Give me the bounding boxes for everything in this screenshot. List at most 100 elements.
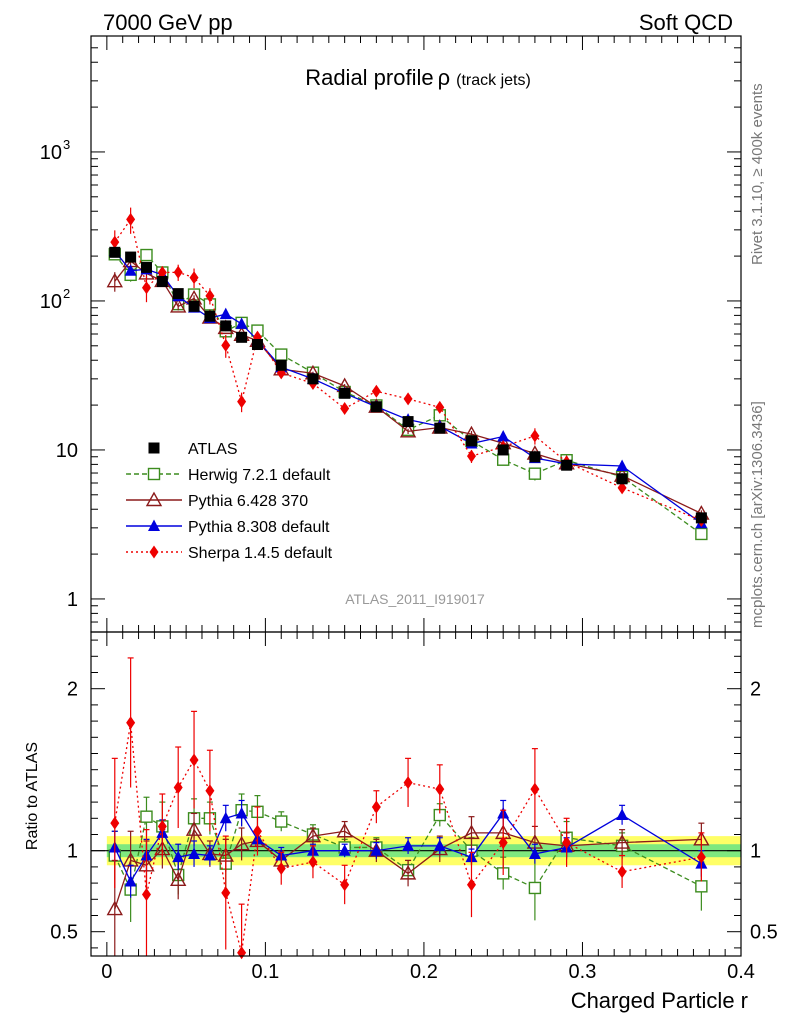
header-left: 7000 GeV pp xyxy=(103,10,233,35)
series-3-ratio-point xyxy=(530,782,540,796)
series-2-ratio-point xyxy=(528,847,541,859)
series-3-ratio-point xyxy=(466,878,476,892)
series-1-main-point xyxy=(106,272,123,288)
series-1-ratio-point xyxy=(185,821,203,836)
chart-title-main: Radial profile xyxy=(305,65,433,90)
ratio-panel-frame xyxy=(90,631,742,957)
atlas-point xyxy=(188,300,200,312)
atlas-point xyxy=(251,339,263,351)
series-3-ratio-point xyxy=(237,946,247,960)
series-3-ratio-point xyxy=(173,781,183,795)
y-tick-exponent: 3 xyxy=(63,137,70,152)
ratio-tick-label-left: 2 xyxy=(67,679,78,701)
legend-series-marker xyxy=(147,467,161,481)
atlas-point xyxy=(236,331,248,343)
series-2-ratio-point xyxy=(433,839,446,851)
ratio-tick-label-right: 0.5 xyxy=(750,922,778,944)
legend-atlas-label: ATLAS xyxy=(188,441,238,458)
series-0-main-point xyxy=(140,248,153,262)
series-3-main-point xyxy=(189,271,199,285)
series-layer xyxy=(106,207,710,960)
chart-title-suffix: (track jets) xyxy=(456,72,531,89)
y-tick-label: 1 xyxy=(67,589,78,611)
series-3-main-point xyxy=(530,429,540,443)
series-3-main-point xyxy=(205,289,215,303)
legend-series-marker xyxy=(149,545,159,559)
legend-series-label: Pythia 6.428 370 xyxy=(188,493,308,510)
series-1-ratio-point xyxy=(304,827,322,843)
main-panel-frame xyxy=(90,35,742,633)
atlas-point xyxy=(529,451,541,463)
series-3-ratio-point xyxy=(340,878,350,892)
series-1-main-point xyxy=(399,422,417,438)
series-2-ratio-point xyxy=(402,839,415,851)
legend-series-label: Herwig 7.2.1 default xyxy=(188,467,331,484)
atlas-point xyxy=(434,422,446,434)
series-1-ratio-point xyxy=(106,900,123,916)
legend-atlas-marker xyxy=(148,442,160,454)
series-2-ratio-line xyxy=(114,812,702,883)
series-3-ratio-point xyxy=(141,887,151,901)
series-3-ratio-point xyxy=(562,836,572,850)
series-3-ratio-point xyxy=(221,886,231,900)
series-1-main-point xyxy=(170,298,187,313)
legend: ATLAS Herwig 7.2.1 default Pythia 6.428 37… xyxy=(126,441,333,562)
ratio-y-label: Ratio to ATLAS xyxy=(24,742,41,850)
atlas-point xyxy=(275,359,287,371)
ratio-tick-label-left: 1 xyxy=(67,841,78,863)
y-tick-label: 10 xyxy=(40,291,62,313)
atlas-point xyxy=(561,459,573,471)
x-axis-label: Charged Particle r xyxy=(571,988,748,1013)
series-0-ratio-point xyxy=(275,815,288,828)
y-tick-exponent: 2 xyxy=(63,286,70,301)
atlas-point xyxy=(695,512,707,524)
series-3-ratio-point xyxy=(435,782,445,796)
atlas-point xyxy=(307,373,319,385)
ratio-tick-label-left: 0.5 xyxy=(50,922,78,944)
series-3-ratio-point xyxy=(157,819,167,833)
series-3-ratio-point xyxy=(276,862,286,876)
series-3-ratio-point xyxy=(252,824,262,838)
atlas-point xyxy=(402,416,414,428)
series-3-main-point xyxy=(340,402,350,416)
series-2-main-line xyxy=(114,250,702,524)
series-3-main-point xyxy=(126,212,136,226)
series-1-ratio-point xyxy=(399,864,417,880)
series-1-ratio-point xyxy=(613,834,631,849)
series-3-ratio-point xyxy=(308,855,318,869)
series-0-ratio-line xyxy=(114,809,702,892)
atlas-point xyxy=(140,261,152,273)
series-2-ratio-point xyxy=(235,806,248,819)
atlas-point xyxy=(497,444,509,456)
atlas-point xyxy=(370,401,382,413)
series-3-ratio-point xyxy=(110,816,120,830)
atlas-point xyxy=(220,320,232,332)
series-0-main-line xyxy=(114,253,702,535)
x-tick-label: 0.2 xyxy=(410,961,438,983)
series-3-main-point xyxy=(141,281,151,295)
series-3-main-point xyxy=(403,392,413,406)
series-3-main-point xyxy=(371,384,381,398)
y-tick-label: 10 xyxy=(40,142,62,164)
series-1-ratio-point xyxy=(336,822,353,838)
atlas-point xyxy=(616,473,628,485)
atlas-point xyxy=(125,251,137,263)
series-2-main-point xyxy=(235,317,248,329)
series-2-main-point xyxy=(219,307,232,320)
series-0-ratio-point xyxy=(528,881,542,895)
atlas-point xyxy=(109,246,121,258)
atlas-point xyxy=(156,276,168,288)
y-tick-label: 10 xyxy=(56,440,78,462)
series-3-ratio-line xyxy=(114,722,702,953)
atlas-point xyxy=(172,288,184,300)
rivet-label: Rivet 3.1.10, ≥ 400k events xyxy=(749,83,766,265)
series-3-ratio-point xyxy=(205,784,215,798)
series-3-main-point xyxy=(435,400,445,414)
x-tick-label: 0.3 xyxy=(569,961,597,983)
series-0-ratio-point xyxy=(695,880,708,893)
mcplots-label: mcplots.cern.ch [arXiv:1306.3436] xyxy=(749,401,766,628)
series-3-main-point xyxy=(157,265,167,279)
series-2-ratio-point xyxy=(370,844,383,856)
